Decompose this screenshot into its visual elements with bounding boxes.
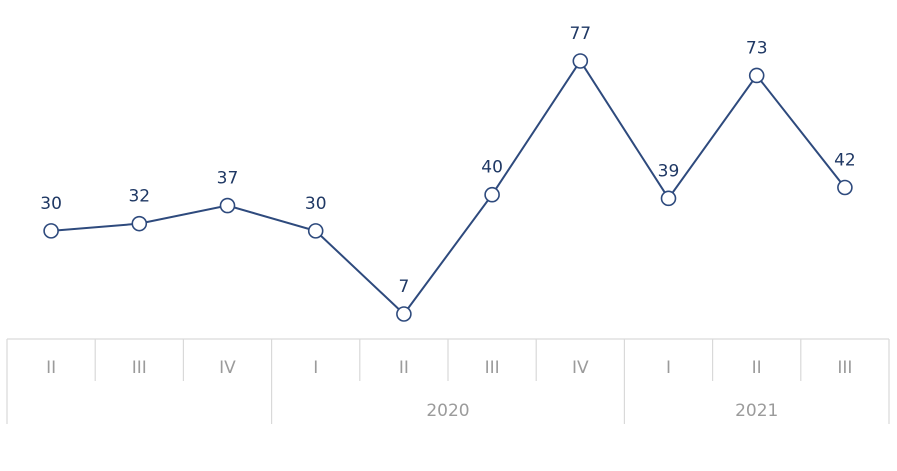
series-line — [51, 59, 846, 316]
data-point — [660, 190, 677, 207]
data-point — [43, 223, 59, 239]
data-label: 30 — [40, 194, 62, 214]
data-point — [219, 197, 236, 214]
tick-label: II — [752, 358, 762, 378]
data-label: 39 — [658, 161, 680, 181]
tick-label: III — [837, 358, 852, 378]
year-label: 2020 — [426, 401, 469, 421]
data-labels: 30 32 37 30 7 40 77 39 73 42 — [40, 24, 855, 297]
data-point — [748, 67, 765, 84]
data-label: 73 — [746, 38, 768, 58]
data-label: 42 — [834, 151, 856, 171]
data-point — [307, 223, 324, 239]
data-point — [837, 179, 853, 196]
tick-label: II — [399, 358, 409, 378]
data-label: 37 — [217, 169, 239, 189]
tick-label: I — [666, 358, 671, 378]
tick-label: II — [46, 358, 56, 378]
data-label: 32 — [128, 187, 150, 207]
tick-label: I — [313, 358, 318, 378]
data-point — [484, 186, 500, 203]
tick-label: III — [485, 358, 500, 378]
series-group — [43, 53, 853, 322]
data-label: 77 — [569, 24, 591, 44]
year-label: 2021 — [735, 401, 778, 421]
data-point — [396, 306, 412, 322]
tick-label: III — [132, 358, 147, 378]
data-label: 7 — [398, 277, 409, 297]
data-label: 30 — [305, 194, 327, 214]
data-point — [131, 215, 148, 232]
tick-label: IV — [219, 358, 236, 378]
tick-label: IV — [572, 358, 589, 378]
data-label: 40 — [481, 158, 503, 178]
data-point — [572, 53, 589, 69]
